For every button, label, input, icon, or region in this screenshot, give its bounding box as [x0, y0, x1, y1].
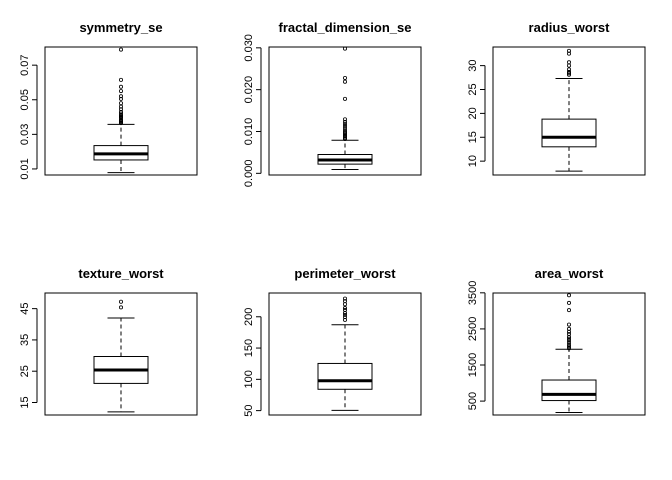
- iqr-box: [317, 362, 373, 390]
- y-tick-label: 25: [467, 83, 479, 95]
- outlier-point: [119, 109, 124, 114]
- outlier-point: [567, 338, 572, 343]
- outlier-point: [567, 308, 572, 313]
- y-tick-label: 1500: [467, 353, 479, 377]
- outlier-point: [342, 79, 347, 84]
- outlier-point: [567, 48, 572, 53]
- outlier-point: [342, 296, 347, 301]
- y-tick-label: 0.010: [243, 118, 255, 146]
- outlier-point: [342, 302, 347, 307]
- outlier-point: [567, 342, 572, 347]
- y-tick-label: 20: [467, 107, 479, 119]
- outlier-point: [567, 63, 572, 68]
- outlier-point: [342, 119, 347, 124]
- outlier-point: [342, 128, 347, 133]
- outlier-point: [342, 315, 347, 320]
- plot-frame: [268, 292, 422, 416]
- y-tick-label: 500: [467, 392, 479, 410]
- outlier-point: [342, 129, 347, 134]
- outlier-point: [119, 89, 124, 94]
- plot-frame: [492, 292, 646, 416]
- plot-title: radius_worst: [529, 20, 611, 35]
- outlier-point: [119, 96, 124, 101]
- outlier-point: [342, 75, 347, 80]
- outlier-point: [342, 117, 347, 122]
- y-tick-label: 15: [467, 131, 479, 143]
- boxplot-panel-2: fractal_dimension_se 0.000 0.010 0.020 0.030: [243, 20, 422, 188]
- boxplot-panel-1: symmetry_se 0.01 0.03 0.05 0.07: [19, 20, 198, 180]
- outlier-point: [567, 293, 572, 298]
- outlier-point: [119, 84, 124, 89]
- outlier-point: [567, 69, 572, 74]
- y-tick-label: 30: [467, 60, 479, 72]
- plot-frame: [44, 46, 198, 176]
- boxplot-panel-3: radius_worst 10 15 20 25 30: [467, 20, 646, 176]
- iqr-box: [541, 379, 597, 402]
- y-tick-label: 45: [19, 303, 31, 315]
- y-tick-label: 0.01: [19, 158, 31, 179]
- plot-title: texture_worst: [78, 266, 164, 281]
- y-tick-label: 0.07: [19, 54, 31, 75]
- outlier-point: [342, 126, 347, 131]
- outlier-point: [567, 71, 572, 76]
- outlier-point: [567, 331, 572, 336]
- y-tick-label: 10: [467, 155, 479, 167]
- outlier-point: [119, 299, 124, 304]
- y-tick-label: 0.030: [243, 34, 255, 62]
- outlier-point: [342, 299, 347, 304]
- outlier-point: [342, 96, 347, 101]
- y-tick-label: 50: [243, 404, 255, 416]
- outlier-point: [567, 322, 572, 327]
- plot-title: symmetry_se: [79, 20, 162, 35]
- y-tick-label: 200: [243, 308, 255, 326]
- plot-title: area_worst: [535, 266, 604, 281]
- outlier-point: [567, 346, 572, 351]
- plot-frame: [44, 292, 198, 416]
- plot-frame: [492, 46, 646, 176]
- y-tick-label: 0.05: [19, 89, 31, 110]
- y-tick-label: 0.020: [243, 76, 255, 104]
- y-tick-label: 100: [243, 370, 255, 388]
- outlier-point: [119, 101, 124, 106]
- boxplot-panel-5: perimeter_worst 50 100 150 200: [243, 266, 422, 417]
- outlier-point: [567, 67, 572, 72]
- outlier-point: [342, 121, 347, 126]
- outlier-point: [119, 47, 124, 52]
- outlier-point: [342, 307, 347, 312]
- outlier-point: [119, 305, 124, 310]
- outlier-point: [342, 124, 347, 129]
- outlier-point: [342, 132, 347, 137]
- y-tick-label: 3500: [467, 281, 479, 305]
- outlier-point: [567, 340, 572, 345]
- iqr-box: [541, 118, 597, 148]
- outlier-point: [342, 133, 347, 138]
- boxplot-panel-6: area_worst 500 1500 2500 3500: [467, 266, 646, 416]
- outlier-point: [567, 60, 572, 65]
- outlier-point: [567, 336, 572, 341]
- outlier-point: [567, 300, 572, 305]
- y-tick-label: 150: [243, 339, 255, 357]
- outlier-point: [119, 107, 124, 112]
- outlier-point: [119, 111, 124, 116]
- y-tick-label: 0.000: [243, 160, 255, 188]
- outlier-point: [567, 344, 572, 349]
- y-tick-label: 25: [19, 365, 31, 377]
- outlier-point: [342, 312, 347, 317]
- plot-title: fractal_dimension_se: [279, 20, 412, 35]
- outlier-point: [342, 306, 347, 311]
- outlier-point: [342, 46, 347, 51]
- y-tick-label: 35: [19, 334, 31, 346]
- y-tick-label: 15: [19, 396, 31, 408]
- outlier-point: [119, 94, 124, 99]
- boxplot-panel-4: texture_worst 15 25 35 45: [19, 266, 198, 416]
- outlier-point: [119, 77, 124, 82]
- plot-title: perimeter_worst: [294, 266, 396, 281]
- outlier-point: [567, 326, 572, 331]
- y-tick-label: 0.03: [19, 124, 31, 145]
- y-tick-label: 2500: [467, 317, 479, 341]
